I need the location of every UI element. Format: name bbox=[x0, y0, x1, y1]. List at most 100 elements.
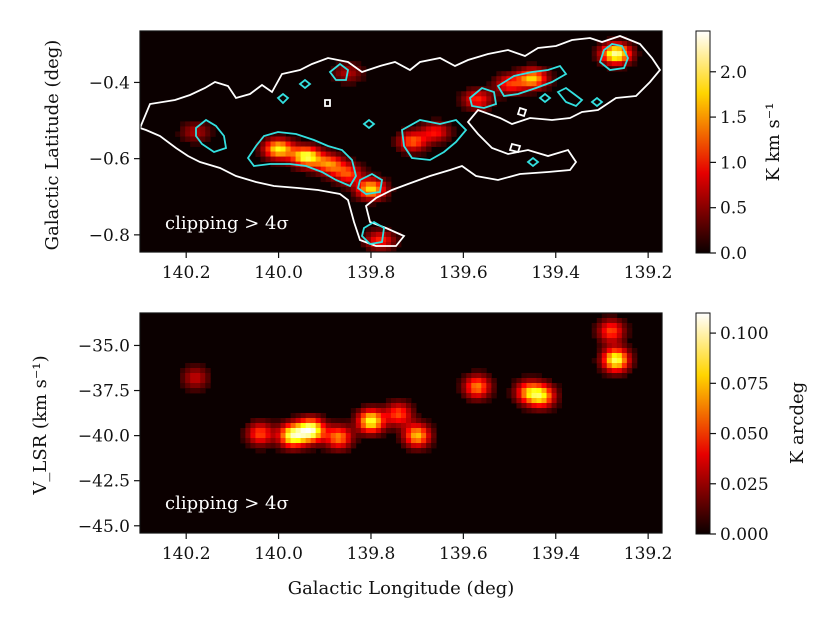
emission-cell bbox=[330, 161, 337, 168]
emission-cell bbox=[536, 76, 542, 82]
emission-cell bbox=[195, 121, 201, 127]
emission-cell bbox=[365, 181, 372, 188]
emission-cell bbox=[375, 236, 382, 243]
emission-cell bbox=[250, 433, 256, 439]
emission-cell bbox=[621, 46, 628, 52]
emission-cell bbox=[345, 76, 352, 82]
cyan-contour bbox=[195, 118, 228, 153]
emission-cell bbox=[486, 101, 492, 107]
emission-cell bbox=[601, 343, 608, 349]
emission-cell bbox=[355, 428, 362, 434]
emission-cell bbox=[290, 141, 296, 147]
emission-cell bbox=[466, 373, 472, 379]
emission-cell bbox=[270, 438, 276, 444]
emission-cell bbox=[526, 393, 532, 399]
cyan-contour bbox=[468, 86, 498, 109]
emission-cell bbox=[621, 363, 628, 369]
emission-cell bbox=[526, 71, 532, 77]
emission-cell bbox=[380, 236, 387, 243]
emission-cell bbox=[406, 398, 412, 404]
emission-cell bbox=[310, 448, 317, 454]
emission-cell bbox=[340, 428, 347, 434]
emission-cell bbox=[180, 126, 186, 132]
emission-cell bbox=[330, 428, 337, 434]
emission-cell bbox=[521, 373, 527, 379]
colorbar-tick-label: 0.000 bbox=[720, 525, 769, 545]
emission-cell bbox=[295, 438, 302, 444]
emission-cell bbox=[481, 383, 487, 389]
emission-cell bbox=[466, 86, 472, 92]
emission-cell bbox=[521, 388, 527, 394]
emission-cell bbox=[245, 438, 251, 444]
emission-cell bbox=[426, 126, 432, 132]
emission-cell bbox=[355, 171, 362, 178]
emission-cell bbox=[380, 418, 387, 424]
emission-cell bbox=[601, 368, 608, 374]
emission-cell bbox=[355, 423, 362, 429]
emission-cell bbox=[431, 433, 437, 439]
emission-cell bbox=[406, 428, 412, 434]
emission-cell bbox=[315, 433, 322, 439]
emission-cell bbox=[601, 373, 608, 379]
emission-cell bbox=[305, 141, 312, 147]
emission-cell bbox=[611, 343, 618, 349]
emission-cell bbox=[631, 61, 638, 67]
emission-cell bbox=[260, 418, 266, 424]
emission-cell bbox=[486, 393, 492, 399]
emission-cell bbox=[526, 378, 532, 384]
emission-cell bbox=[370, 428, 377, 434]
emission-cell bbox=[265, 141, 271, 147]
emission-cell bbox=[320, 413, 327, 419]
emission-cell bbox=[380, 176, 387, 183]
emission-cell bbox=[456, 378, 462, 384]
emission-cell bbox=[380, 181, 387, 188]
emission-cell bbox=[481, 373, 487, 379]
emission-cell bbox=[496, 96, 502, 102]
emission-cell bbox=[265, 418, 271, 424]
emission-cell bbox=[325, 438, 332, 444]
emission-cell bbox=[355, 413, 362, 419]
emission-cell bbox=[626, 51, 633, 57]
cyan-contour bbox=[298, 78, 312, 90]
emission-cell bbox=[300, 443, 307, 449]
emission-cell bbox=[310, 433, 317, 439]
emission-cell bbox=[285, 448, 291, 454]
emission-cell bbox=[551, 383, 557, 389]
emission-cell bbox=[390, 241, 397, 248]
emission-cell bbox=[601, 318, 608, 324]
emission-cell bbox=[461, 378, 467, 384]
emission-cell bbox=[280, 146, 286, 152]
emission-cell bbox=[330, 156, 337, 162]
emission-cell bbox=[395, 433, 402, 439]
emission-cell bbox=[416, 131, 422, 137]
emission-cell bbox=[285, 146, 291, 152]
cyan-contour bbox=[401, 119, 468, 161]
emission-cell bbox=[275, 146, 281, 152]
emission-cell bbox=[551, 81, 557, 87]
emission-cell bbox=[606, 333, 613, 339]
emission-cell bbox=[481, 101, 487, 107]
emission-cell bbox=[526, 66, 532, 72]
emission-cell bbox=[441, 121, 447, 127]
emission-cell bbox=[436, 116, 442, 122]
emission-cell bbox=[541, 408, 547, 414]
emission-cell bbox=[285, 433, 291, 439]
emission-cell bbox=[280, 423, 286, 429]
emission-cell bbox=[270, 146, 276, 152]
emission-cell bbox=[370, 433, 377, 439]
emission-cell bbox=[200, 383, 206, 389]
emission-cell bbox=[350, 413, 357, 419]
emission-cell bbox=[416, 146, 422, 152]
emission-cell bbox=[200, 368, 206, 374]
emission-cell bbox=[401, 418, 407, 424]
emission-cell bbox=[406, 438, 412, 444]
emission-cell bbox=[621, 41, 628, 47]
emission-cell bbox=[370, 226, 377, 233]
emission-cell bbox=[295, 151, 302, 157]
emission-cell bbox=[626, 368, 633, 374]
emission-cell bbox=[626, 363, 633, 369]
emission-cell bbox=[330, 76, 337, 82]
emission-cell bbox=[330, 71, 337, 77]
bottom-y-axis-label: V_LSR (km s⁻¹) bbox=[30, 355, 51, 495]
emission-cell bbox=[511, 81, 517, 87]
